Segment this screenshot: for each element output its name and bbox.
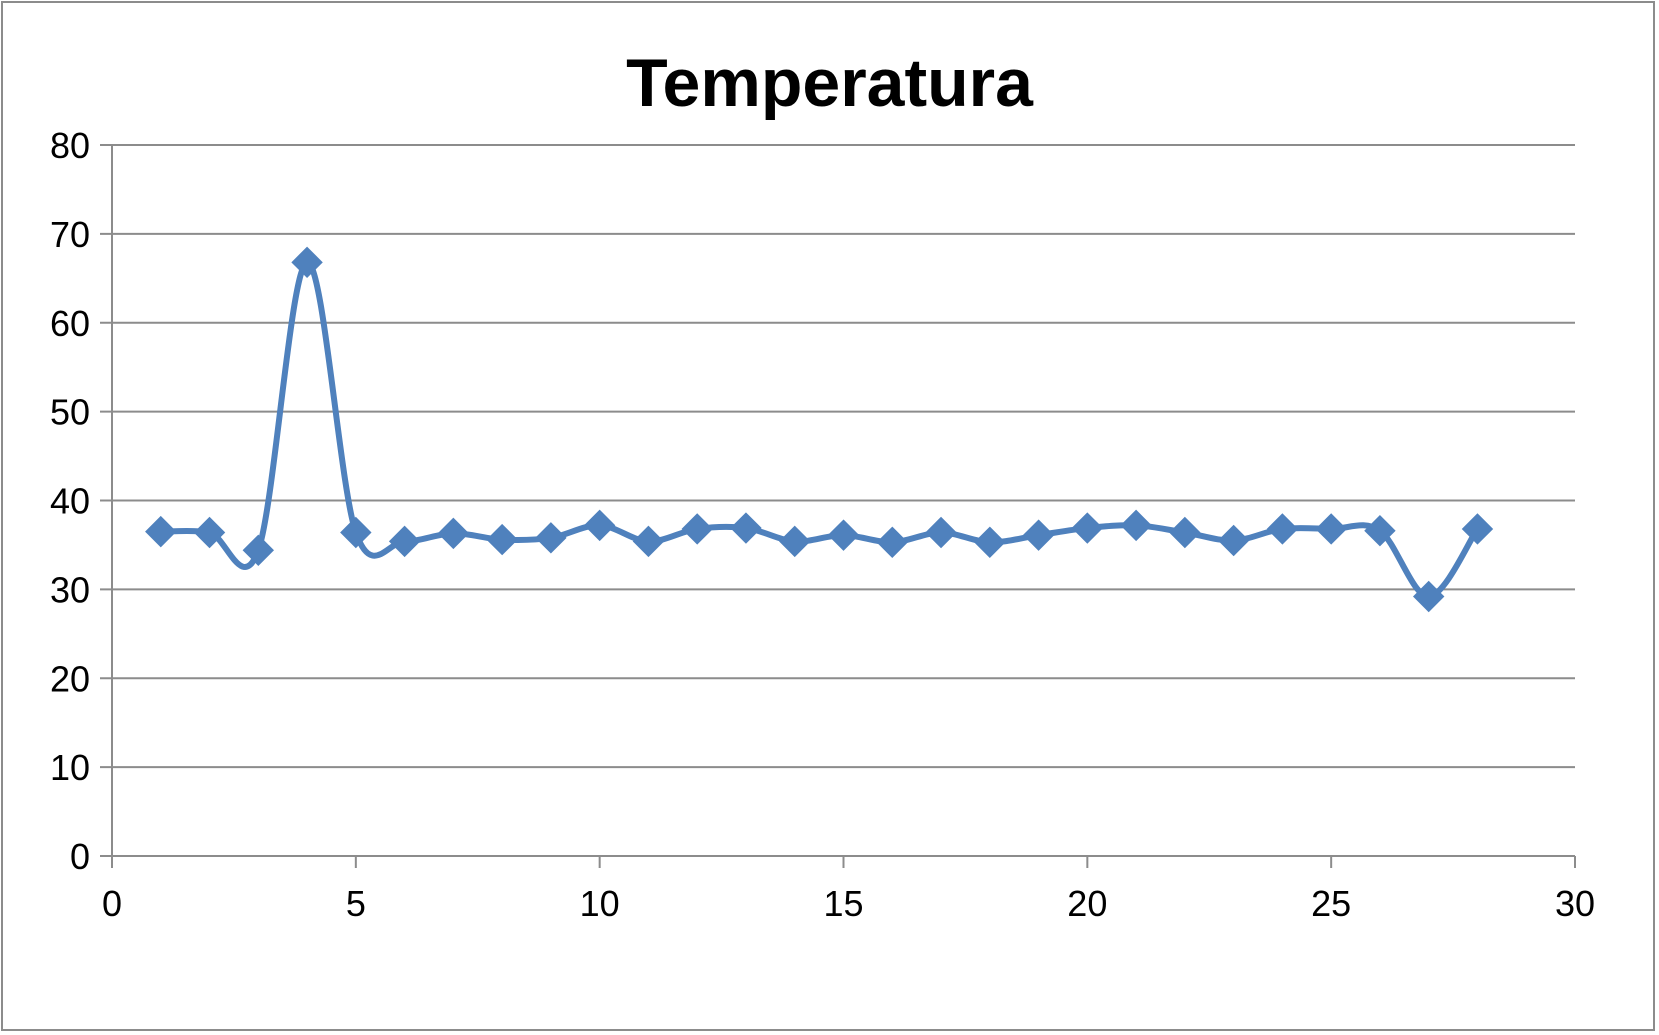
data-point-marker <box>437 517 470 550</box>
data-point-marker <box>1315 513 1347 545</box>
y-tick-label: 70 <box>50 214 90 255</box>
series-line-0 <box>157 259 1481 600</box>
data-point-marker <box>1266 513 1299 545</box>
data-point-marker <box>388 525 421 558</box>
y-tick-label: 0 <box>70 836 90 877</box>
x-tick-label: 25 <box>1311 883 1351 924</box>
data-point-marker <box>145 515 177 548</box>
x-tick-label: 5 <box>346 883 366 924</box>
y-tick-label: 40 <box>50 481 90 522</box>
x-tick-label: 0 <box>102 883 122 924</box>
series <box>145 246 1494 613</box>
data-point-marker <box>1120 509 1152 542</box>
chart-title: Temperatura <box>626 45 1033 121</box>
data-point-marker <box>925 516 957 549</box>
data-point-marker <box>974 526 1006 558</box>
data-point-marker <box>779 525 811 558</box>
y-tick-label: 50 <box>50 392 90 433</box>
data-point-marker <box>486 523 518 556</box>
data-point-marker <box>876 526 908 558</box>
data-point-marker <box>1022 519 1055 551</box>
y-tick-label: 80 <box>50 125 90 166</box>
data-point-marker <box>1364 515 1396 547</box>
y-tick-label: 10 <box>50 747 90 788</box>
data-point-marker <box>730 512 762 544</box>
data-point-marker <box>1217 524 1250 557</box>
data-point-marker <box>193 516 226 549</box>
x-tick-label: 30 <box>1555 883 1595 924</box>
x-tick-label: 20 <box>1067 883 1107 924</box>
data-point-marker <box>827 519 860 551</box>
data-point-marker <box>681 513 713 545</box>
data-point-marker <box>340 516 372 549</box>
data-point-marker <box>1169 516 1201 549</box>
tick-labels: 0 10 20 30 40 50 60 70 80 0 5 10 15 20 25 30 <box>50 125 1595 924</box>
data-point-marker <box>291 246 323 279</box>
y-tick-label: 20 <box>50 658 90 699</box>
x-tick-label: 15 <box>823 883 863 924</box>
data-point-marker <box>1461 513 1494 545</box>
data-point-marker <box>583 509 616 542</box>
data-point-marker <box>242 534 275 566</box>
data-point-marker <box>535 522 567 554</box>
data-point-marker <box>1071 512 1104 544</box>
x-tick-label: 10 <box>580 883 620 924</box>
y-tick-label: 30 <box>50 569 90 610</box>
data-point-marker <box>632 525 665 558</box>
y-tick-label: 60 <box>50 303 90 344</box>
axes <box>100 144 1576 868</box>
data-point-marker <box>1412 580 1445 613</box>
gridlines <box>112 144 1575 769</box>
